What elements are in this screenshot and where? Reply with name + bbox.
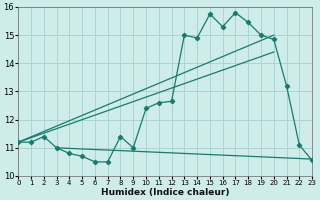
X-axis label: Humidex (Indice chaleur): Humidex (Indice chaleur)	[101, 188, 229, 197]
